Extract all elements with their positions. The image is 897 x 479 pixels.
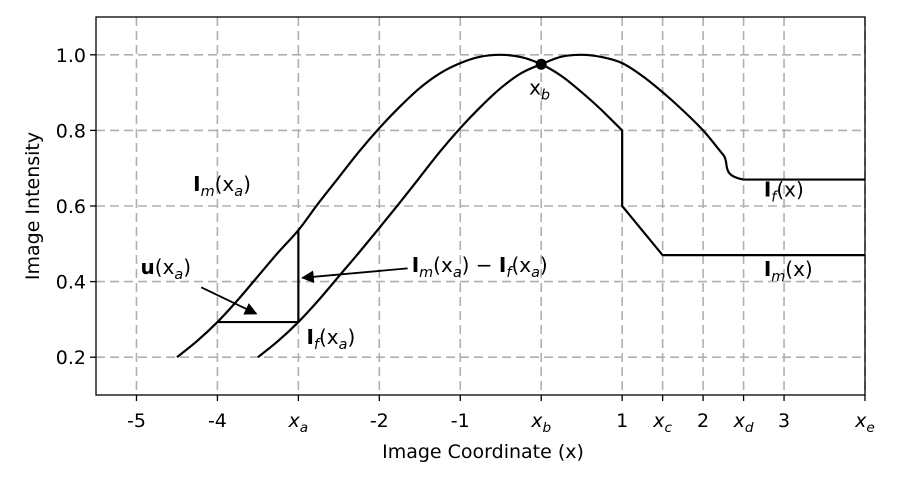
annotation-diff: Im​(xa​) − If​(xa​)	[412, 253, 548, 281]
annotation-if-xa: If​(xa​)	[306, 325, 355, 353]
text-run: m	[771, 269, 785, 285]
text-run: u	[141, 255, 155, 279]
text-run: x	[530, 410, 543, 432]
text-run: (x	[215, 172, 235, 196]
text-run: c	[664, 420, 672, 436]
grid-lines	[96, 17, 866, 395]
arrow-diff-arrow	[301, 267, 408, 284]
text-run: (x	[155, 255, 175, 279]
text-run: I	[412, 253, 419, 277]
text-run: a	[339, 337, 348, 353]
text-run: a	[234, 184, 243, 200]
text-run: -2	[370, 410, 389, 432]
text-run: d	[745, 420, 754, 436]
text-run: f	[506, 265, 513, 281]
y-axis-ticks: 0.2 0.4 0.6 0.8 1.0	[56, 45, 96, 369]
text-run: )	[347, 325, 355, 349]
text-run: I	[764, 178, 771, 202]
text-run: )	[243, 172, 251, 196]
x-tick-label: xc​	[652, 410, 672, 436]
x-tick-label: -4	[208, 410, 227, 432]
annotation-layer: Im​(xa​) u(xa​) If​(xa​) Im​(xa​) − If​(xa​…	[141, 58, 813, 353]
text-run: ) −	[462, 253, 499, 277]
text-run: 1	[616, 410, 628, 432]
y-axis-label: Image Intensity	[22, 132, 44, 280]
text-run: e	[866, 420, 874, 436]
text-run: x	[288, 410, 301, 432]
text-run: I	[193, 172, 200, 196]
text-run: (x	[319, 325, 339, 349]
text-run: a	[531, 265, 540, 281]
x-tick-label: -5	[127, 410, 146, 432]
text-run: a	[174, 267, 183, 283]
x-tick-label: xb​	[530, 410, 551, 436]
text-run: )	[540, 253, 548, 277]
text-run: f	[314, 337, 321, 353]
annotation-im-x: Im​(x)	[764, 257, 813, 285]
text-run: b	[542, 420, 551, 436]
text-run: (x	[511, 253, 531, 277]
annotation-if-x: If​(x)	[764, 178, 804, 206]
text-run: x	[652, 410, 665, 432]
text-run: 2	[697, 410, 709, 432]
y-tick-label: 0.8	[56, 120, 86, 142]
text-run: a	[300, 420, 308, 436]
y-tick-label: 1.0	[56, 45, 86, 67]
text-run: I	[306, 325, 313, 349]
x-tick-label: xe​	[854, 410, 875, 436]
x-axis-ticks: -5 -4 xa​ -2 -1 xb​ 1 xc​ 2 xd​ 3 xe​	[127, 395, 875, 436]
text-run: x	[529, 75, 541, 99]
text-run: b	[541, 87, 550, 103]
x-tick-label: xd​	[733, 410, 754, 436]
annotation-im-xa: Im​(xa​)	[193, 172, 251, 200]
text-run: )	[183, 255, 191, 279]
text-run: x	[733, 410, 746, 432]
x-tick-label: 2	[697, 410, 709, 432]
series-line-If	[257, 53, 865, 359]
text-run: m	[201, 184, 215, 200]
text-run: a	[453, 265, 462, 281]
annotation-xb-point: xb​	[529, 75, 550, 103]
x-tick-label: -2	[370, 410, 389, 432]
intersection-point	[535, 58, 547, 70]
text-run: x	[854, 410, 867, 432]
x-tick-label: 3	[778, 410, 790, 432]
text-run: I	[764, 257, 771, 281]
text-run: m	[419, 265, 433, 281]
annotation-u-xa: u(xa​)	[141, 255, 192, 283]
y-tick-label: 0.6	[56, 196, 86, 218]
text-run: (x)	[776, 178, 803, 202]
text-run: 3	[778, 410, 790, 432]
text-run: I	[499, 253, 506, 277]
text-run: -5	[127, 410, 146, 432]
x-tick-label: xa​	[288, 410, 309, 436]
text-run: -4	[208, 410, 227, 432]
y-tick-label: 0.4	[56, 272, 86, 294]
x-tick-label: 1	[616, 410, 628, 432]
text-run: f	[771, 190, 778, 206]
x-axis-label: Image Coordinate (x)	[382, 441, 584, 463]
arrow-u-arrow	[200, 286, 258, 315]
text-run: -1	[451, 410, 470, 432]
y-tick-label: 0.2	[56, 347, 86, 369]
text-run: (x	[433, 253, 453, 277]
x-tick-label: -1	[451, 410, 470, 432]
text-run: (x)	[785, 257, 812, 281]
